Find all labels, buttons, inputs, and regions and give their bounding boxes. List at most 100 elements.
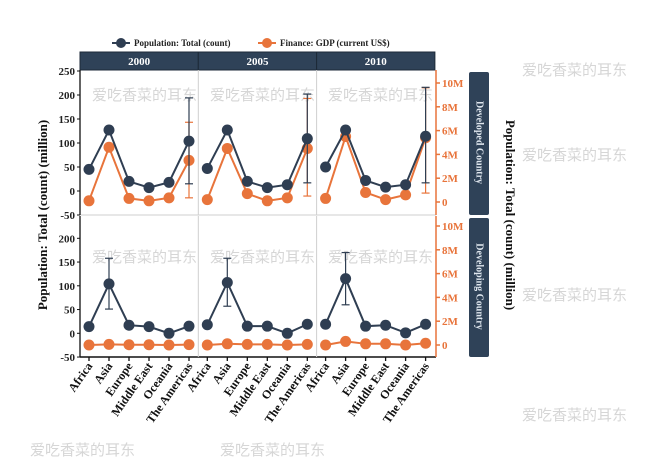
gdp-point (380, 338, 392, 350)
population-point (320, 318, 332, 330)
population-point (380, 319, 392, 331)
gdp-point (320, 192, 332, 204)
right-tick-label: 4M (442, 149, 459, 161)
legend: Population: Total (count) Finance: GDP (c… (112, 38, 390, 48)
gdp-point (420, 337, 432, 349)
row-strip (469, 72, 489, 215)
gdp-point (281, 339, 293, 351)
gdp-point (83, 339, 95, 351)
gdp-point (241, 188, 253, 200)
watermark: 爱吃香菜的耳东 (92, 249, 197, 266)
gdp-point (360, 186, 372, 198)
left-tick-label: 150 (59, 257, 76, 269)
gdp-point (183, 339, 195, 351)
legend-label: Finance: GDP (current US$) (280, 38, 390, 48)
gdp-point (163, 192, 175, 204)
gdp-point (143, 339, 155, 351)
gdp-point (221, 338, 233, 350)
population-point (241, 175, 253, 187)
watermark: 爱吃香菜的耳东 (522, 62, 627, 79)
right-tick-label: 8M (442, 102, 459, 114)
population-point (400, 179, 412, 191)
gdp-point (241, 338, 253, 350)
population-point (183, 320, 195, 332)
gdp-point (360, 338, 372, 350)
watermark: 爱吃香菜的耳东 (220, 442, 325, 459)
left-tick-label: 250 (59, 66, 76, 78)
gdp-point (163, 339, 175, 351)
population-point (83, 163, 95, 175)
population-point (380, 181, 392, 193)
population-point (261, 320, 273, 332)
population-point (281, 179, 293, 191)
watermark: 爱吃香菜的耳东 (328, 249, 433, 266)
gdp-point (380, 194, 392, 206)
watermark: 爱吃香菜的耳东 (522, 147, 627, 164)
gdp-line (206, 145, 309, 202)
gdp-point (320, 339, 332, 351)
watermark: 爱吃香菜的耳东 (522, 287, 627, 304)
population-point (241, 320, 253, 332)
gdp-point (123, 192, 135, 204)
gdp-point (103, 141, 115, 153)
right-axis-title: Population: Total (count) (million) (503, 120, 518, 310)
panel-2000-developed (83, 97, 195, 207)
left-tick-label: 100 (59, 281, 76, 293)
right-tick-label: 2M (442, 316, 459, 328)
right-tick-label: 10M (442, 221, 464, 233)
left-axis-title: Population: Total (count) (million) (35, 120, 50, 310)
gdp-point (301, 338, 313, 350)
gdp-line (324, 133, 427, 201)
gdp-point (143, 195, 155, 207)
left-tick-label: 0 (70, 328, 76, 340)
population-point (301, 133, 313, 145)
gdp-point (340, 335, 352, 347)
gdp-point (261, 195, 273, 207)
population-line (206, 280, 308, 335)
population-point (143, 182, 155, 194)
population-line (88, 281, 190, 335)
row-strip-label: Developing Country (474, 243, 485, 329)
population-point (261, 182, 273, 194)
population-line (206, 127, 309, 189)
left-tick-label: 100 (59, 138, 76, 150)
right-tick-label: 6M (442, 126, 459, 138)
population-point (103, 124, 115, 136)
legend-marker (262, 38, 272, 48)
column-strip (316, 51, 436, 71)
population-point (301, 318, 313, 330)
gdp-point (201, 339, 213, 351)
left-tick-label: -50 (60, 210, 75, 222)
population-point (143, 321, 155, 333)
watermark: 爱吃香菜的耳东 (210, 249, 315, 266)
population-point (360, 320, 372, 332)
gdp-point (261, 338, 273, 350)
left-tick-label: 0 (70, 186, 76, 198)
panel-2010-developed (320, 86, 432, 206)
gdp-point (281, 192, 293, 204)
row-strip (469, 218, 489, 357)
gdp-point (400, 189, 412, 201)
right-tick-label: 8M (442, 245, 459, 257)
row-strip-label: Developed Country (474, 101, 485, 184)
gdp-point (83, 195, 95, 207)
population-point (123, 319, 135, 331)
population-point (103, 278, 115, 290)
population-point (163, 327, 175, 339)
right-tick-label: 4M (442, 292, 459, 304)
right-tick-label: 0 (442, 340, 448, 352)
population-point (123, 175, 135, 187)
population-point (340, 124, 352, 136)
gdp-point (400, 339, 412, 351)
left-tick-label: 150 (59, 114, 76, 126)
left-tick-label: 200 (59, 90, 76, 102)
population-point (201, 319, 213, 331)
column-strip-label: 2000 (128, 56, 151, 68)
column-strip-label: 2010 (365, 56, 388, 68)
population-point (221, 124, 233, 136)
population-point (183, 135, 195, 147)
population-point (420, 318, 432, 330)
